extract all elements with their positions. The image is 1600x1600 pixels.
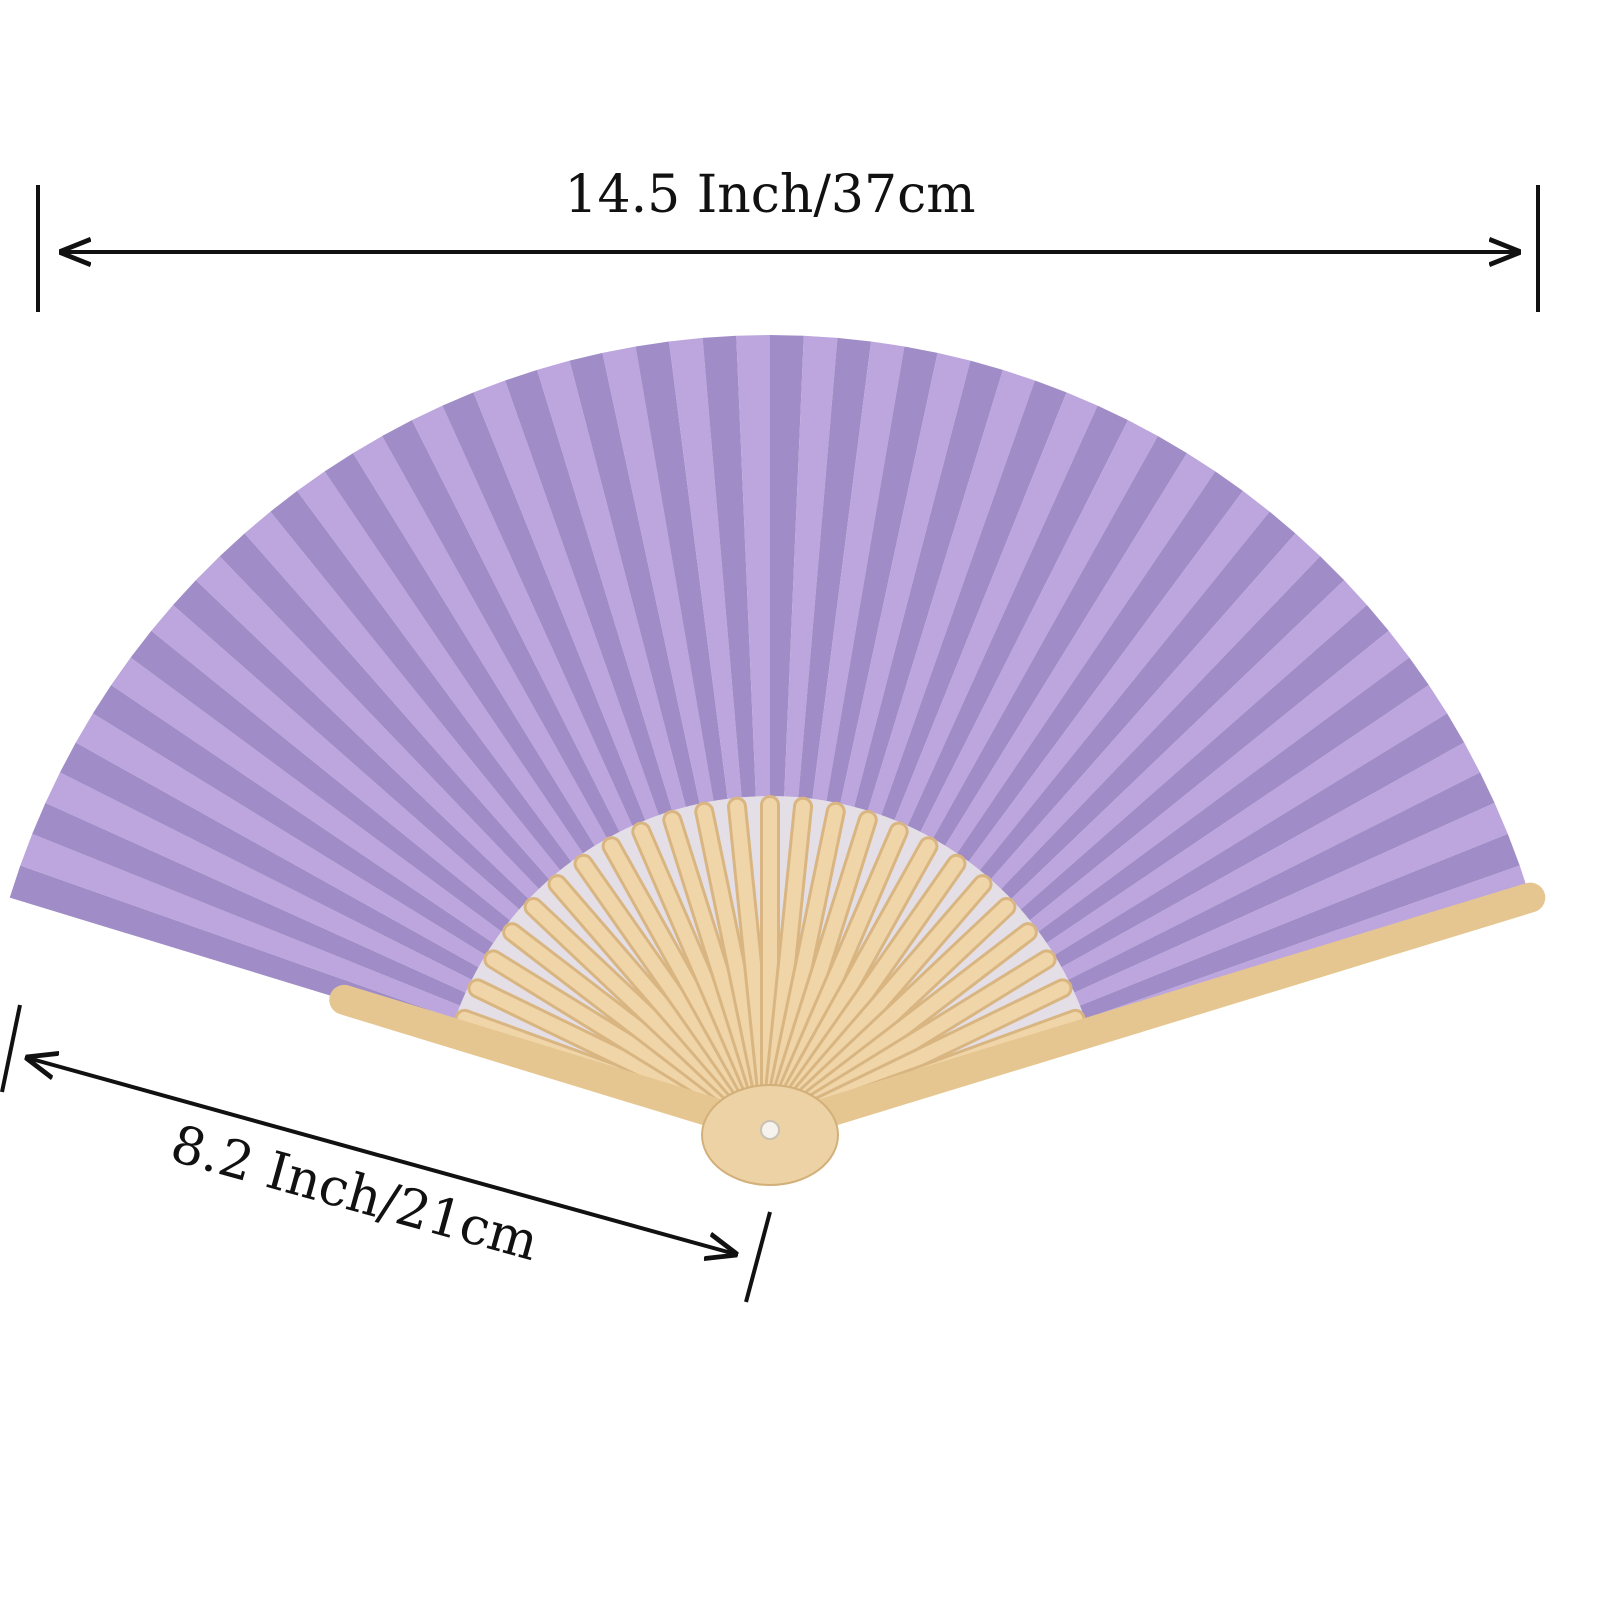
fan-pleat	[111, 657, 505, 946]
fan-pleat	[1026, 630, 1410, 934]
fan-pleat	[918, 420, 1158, 842]
fan-pleat	[75, 713, 489, 970]
fan-pleat	[977, 511, 1296, 883]
fan-pleat	[811, 341, 905, 805]
fan-pleat	[505, 369, 674, 819]
fan-pleat	[602, 346, 715, 808]
fan-pleat	[943, 453, 1216, 857]
fan-pleat	[324, 453, 597, 857]
fan-pleat	[866, 369, 1035, 819]
fan-pleat	[998, 556, 1345, 902]
fan	[9, 335, 1546, 1186]
dimension-arrow	[28, 1058, 735, 1254]
fan-pleat	[1064, 772, 1495, 995]
fan-pleat	[1070, 802, 1508, 1008]
fan-pleat	[797, 337, 872, 803]
fan-pleat	[411, 405, 635, 836]
fan-pleat	[537, 360, 687, 815]
fan-pleat	[635, 341, 729, 805]
fan-pleat	[195, 556, 542, 902]
fan-pleat	[893, 392, 1098, 830]
fan-pleat	[219, 533, 552, 892]
fan-pleat	[32, 802, 470, 1008]
fan-pleat	[954, 471, 1243, 865]
fan-pleat	[382, 420, 622, 842]
fan-pleat	[668, 337, 743, 803]
fan-pleat	[442, 392, 647, 830]
fan-pleat	[151, 604, 523, 923]
fan-pleat	[770, 335, 804, 801]
fan-pleat	[736, 335, 770, 801]
dimension-tick	[0, 1004, 22, 1093]
fan-pleat	[173, 580, 532, 913]
fan-pleat	[702, 335, 756, 802]
fan-pleat	[92, 685, 497, 958]
fan-pin	[760, 1120, 780, 1140]
fan-guard	[755, 882, 1546, 1145]
fan-pleat	[879, 380, 1067, 824]
fan-pleat	[966, 490, 1270, 874]
fan-pleat	[1017, 604, 1389, 923]
fan-pleat	[1076, 833, 1520, 1021]
fan-pleat	[839, 352, 971, 811]
fan-pleat	[1058, 742, 1481, 982]
fan-pleat	[270, 490, 574, 874]
width-dimension: 14.5 Inch/37cm	[36, 165, 1540, 312]
dimension-tick	[744, 1211, 772, 1303]
fan-pleat	[1043, 685, 1448, 958]
fan-pleat	[473, 380, 661, 824]
fan-pleat	[1051, 713, 1465, 970]
fan-pleat	[988, 533, 1321, 892]
fan-pleat	[130, 630, 514, 934]
fan-pleat	[297, 471, 586, 865]
length-label: 8.2 Inch/21cm	[164, 1114, 544, 1273]
fan-pleat	[930, 436, 1187, 850]
width-label: 14.5 Inch/37cm	[564, 165, 975, 225]
fan-pleat	[905, 405, 1129, 836]
fan-pleat	[825, 346, 938, 808]
fan-pleat	[353, 436, 610, 850]
fan-pleat	[244, 511, 563, 883]
fan-pleat	[784, 335, 838, 802]
fan-pleat	[1035, 657, 1429, 946]
fan-pleat	[20, 833, 464, 1021]
fan-pleat	[59, 742, 482, 982]
fan-pleat	[569, 352, 701, 811]
fan-pleat	[853, 360, 1003, 815]
fan-pleat	[1008, 580, 1367, 913]
fan-pleat	[45, 772, 476, 995]
